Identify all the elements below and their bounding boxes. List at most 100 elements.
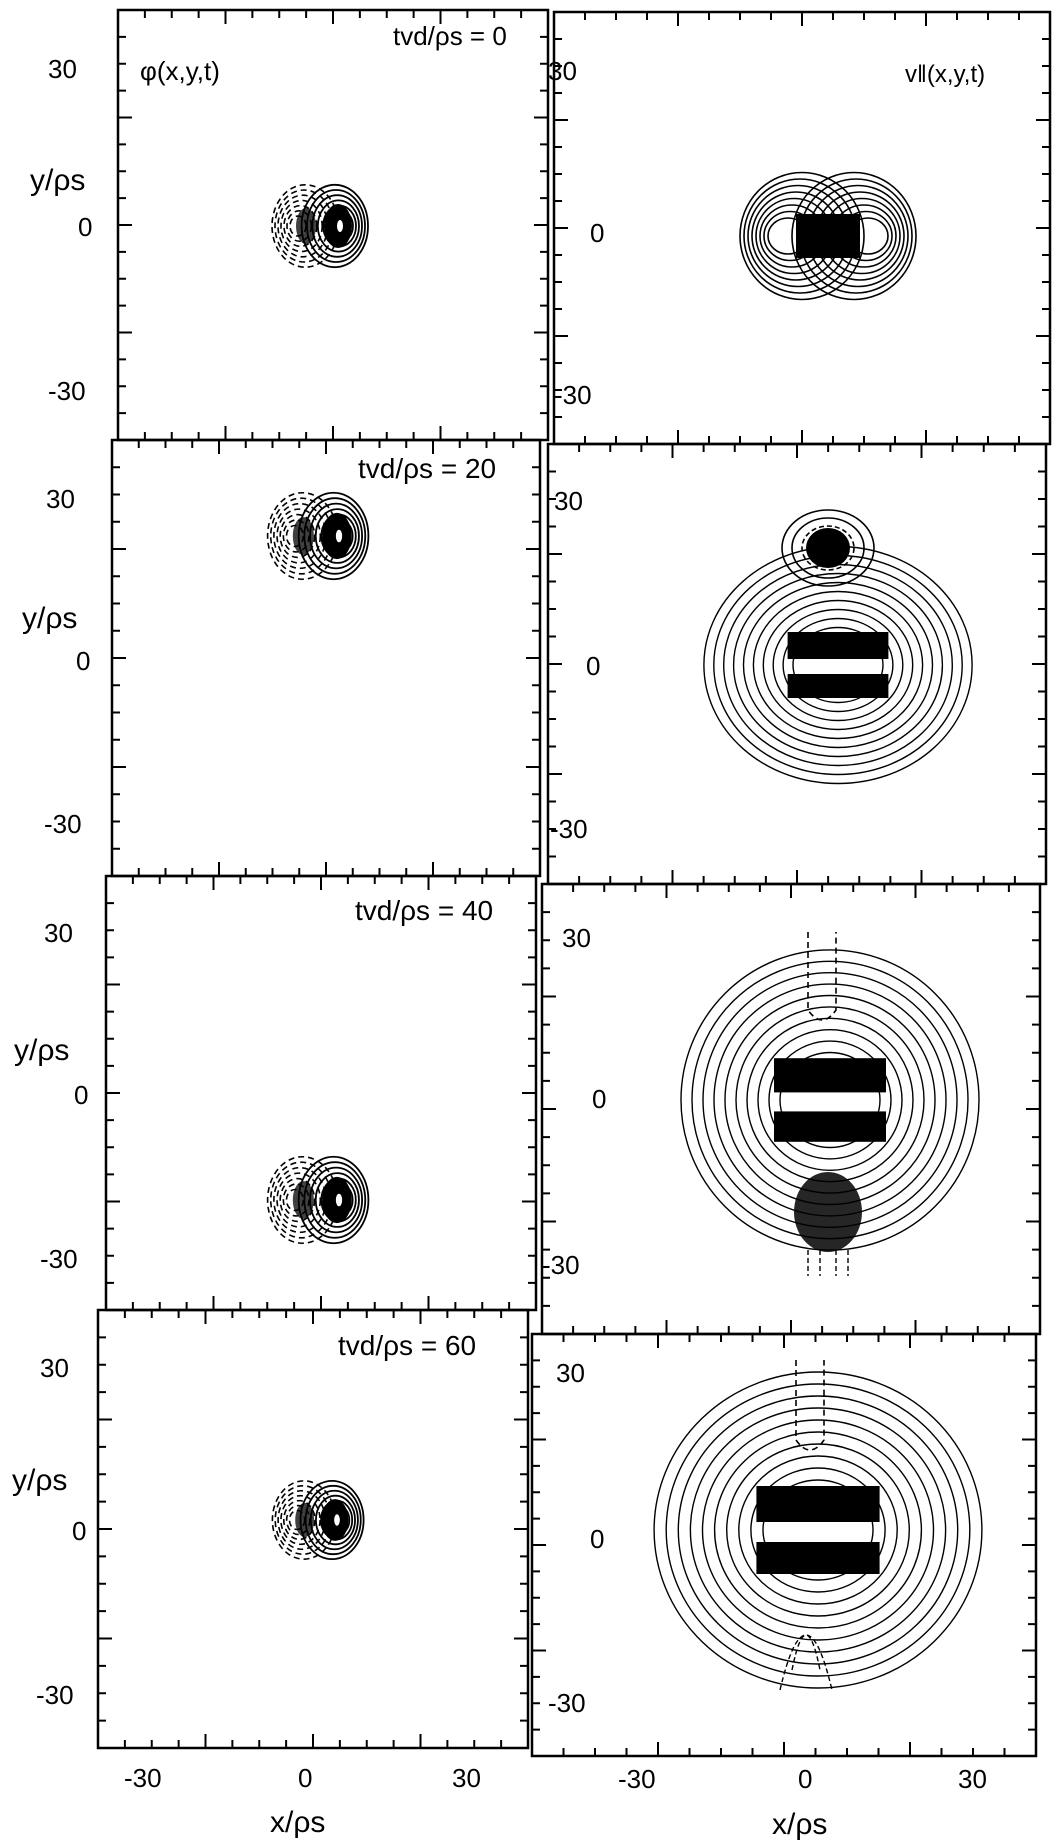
panel-frames (96, 8, 1052, 1758)
negative-contour (276, 1172, 322, 1228)
v-contour (701, 1419, 935, 1641)
y-tick-label: 0 (592, 1084, 606, 1114)
v-contour (742, 581, 934, 749)
contour-plots (266, 171, 983, 1691)
phi-panel-3 (96, 1308, 530, 1750)
v-contour (732, 572, 944, 758)
v-core (787, 674, 889, 698)
v-contour (677, 1395, 959, 1665)
positive-contour (315, 1494, 356, 1546)
v-contour (791, 517, 865, 579)
y-tick-label: 30 (554, 486, 583, 516)
positive-contour (316, 199, 360, 253)
v-contour (726, 1443, 911, 1617)
v-contour (665, 1383, 971, 1677)
phi-dipole-40 (266, 1155, 370, 1245)
v-contours-0 (739, 171, 917, 301)
y-tick-label: -30 (40, 1244, 78, 1274)
y-tick-label: 30 (562, 923, 591, 953)
v-contour (713, 1431, 923, 1629)
negative-core (296, 208, 316, 244)
v-contour (723, 563, 954, 767)
y-tick-label: 0 (586, 651, 600, 681)
v-dashed-tail (779, 1634, 833, 1691)
y-tick-label: 30 (40, 1353, 69, 1383)
y-tick-label: -30 (44, 809, 82, 839)
v-contours-20 (703, 509, 973, 785)
x-tick-label: -30 (618, 1764, 656, 1794)
v-dashed-plume (795, 1360, 825, 1451)
v-contour (735, 1006, 925, 1194)
left-y-tick-labels: 30 0 -30 30 0 -30 30 0 -30 30 0 -30 (36, 54, 92, 1710)
v-contour (801, 525, 855, 571)
v-contour (772, 608, 904, 722)
v-contour (713, 554, 963, 776)
v-core (756, 1542, 880, 1574)
v-contour (779, 1051, 881, 1149)
y-tick-label: 0 (74, 1080, 88, 1110)
phi-dipole-20 (266, 491, 370, 581)
y-tick-label: 30 (44, 918, 73, 948)
v-contour (792, 626, 884, 704)
v-contour (768, 1040, 892, 1160)
v-contours-60 (653, 1360, 983, 1691)
v-contour (653, 1371, 983, 1689)
negative-contour (276, 508, 322, 564)
v-contours-40 (680, 932, 980, 1276)
phi-dipole-0 (271, 183, 369, 269)
y-tick-label: 0 (72, 1516, 86, 1546)
v-contour (782, 617, 894, 713)
y-tick-label: 0 (78, 212, 92, 242)
v-contour (757, 1028, 903, 1171)
v-core (774, 1111, 886, 1142)
y-axis-label-panel-2: y/ρs (22, 602, 77, 635)
positive-contour (314, 508, 360, 564)
y-tick-label: 30 (556, 1358, 585, 1388)
v-contour (738, 1455, 898, 1605)
left-quantity-label: φ(x,y,t) (140, 56, 220, 86)
v-contour (762, 1479, 874, 1581)
v-contour (750, 1467, 886, 1593)
y-tick-label: 0 (76, 646, 90, 676)
negative-contour (279, 513, 316, 559)
y-tick-label: -30 (542, 1250, 580, 1280)
v-contour (739, 171, 865, 301)
core-highlight (334, 1514, 340, 1526)
y-tick-label: -30 (36, 1680, 74, 1710)
x-tick-label: 30 (452, 1763, 481, 1793)
negative-core (295, 1502, 315, 1538)
v-core (794, 1172, 862, 1252)
v-contour (762, 599, 914, 731)
y-axis-label-panel-3: y/ρs (14, 1034, 69, 1067)
y-tick-label: -30 (550, 814, 588, 844)
time-label-60: tvd/ρs = 60 (338, 1330, 476, 1361)
y-tick-label: 30 (46, 484, 75, 514)
right-y-tick-labels: 30 0 -30 30 0 -30 30 0 -30 30 0 -30 (542, 56, 606, 1718)
right-x-axis-label: x/ρs (772, 1808, 827, 1841)
v-contour (746, 1017, 914, 1183)
x-tick-label: 0 (298, 1763, 312, 1793)
v-contour (781, 509, 875, 587)
v-core (774, 1058, 886, 1093)
negative-contour (279, 1177, 316, 1223)
v-contour (689, 1407, 947, 1653)
negative-contour (280, 199, 324, 253)
x-tick-label: 0 (798, 1764, 812, 1794)
y-tick-label: -30 (554, 380, 592, 410)
v-core (756, 1486, 880, 1522)
v-core (806, 528, 850, 568)
y-axis-label-panel-4: y/ρs (12, 1464, 67, 1497)
y-tick-label: 0 (590, 218, 604, 248)
core-highlight (335, 1193, 343, 1207)
y-tick-label: 0 (590, 1524, 604, 1554)
time-label-0: tvd/ρs = 0 (393, 21, 507, 51)
v-panel-2 (540, 882, 1042, 1336)
positive-contour (314, 1172, 360, 1228)
y-tick-label: 30 (548, 56, 577, 86)
negative-contour (283, 1499, 316, 1541)
v-panel-1 (546, 442, 1048, 886)
phi-dipole-60 (271, 1479, 365, 1561)
phi-panel-2 (104, 874, 538, 1312)
y-tick-label: 30 (48, 54, 77, 84)
